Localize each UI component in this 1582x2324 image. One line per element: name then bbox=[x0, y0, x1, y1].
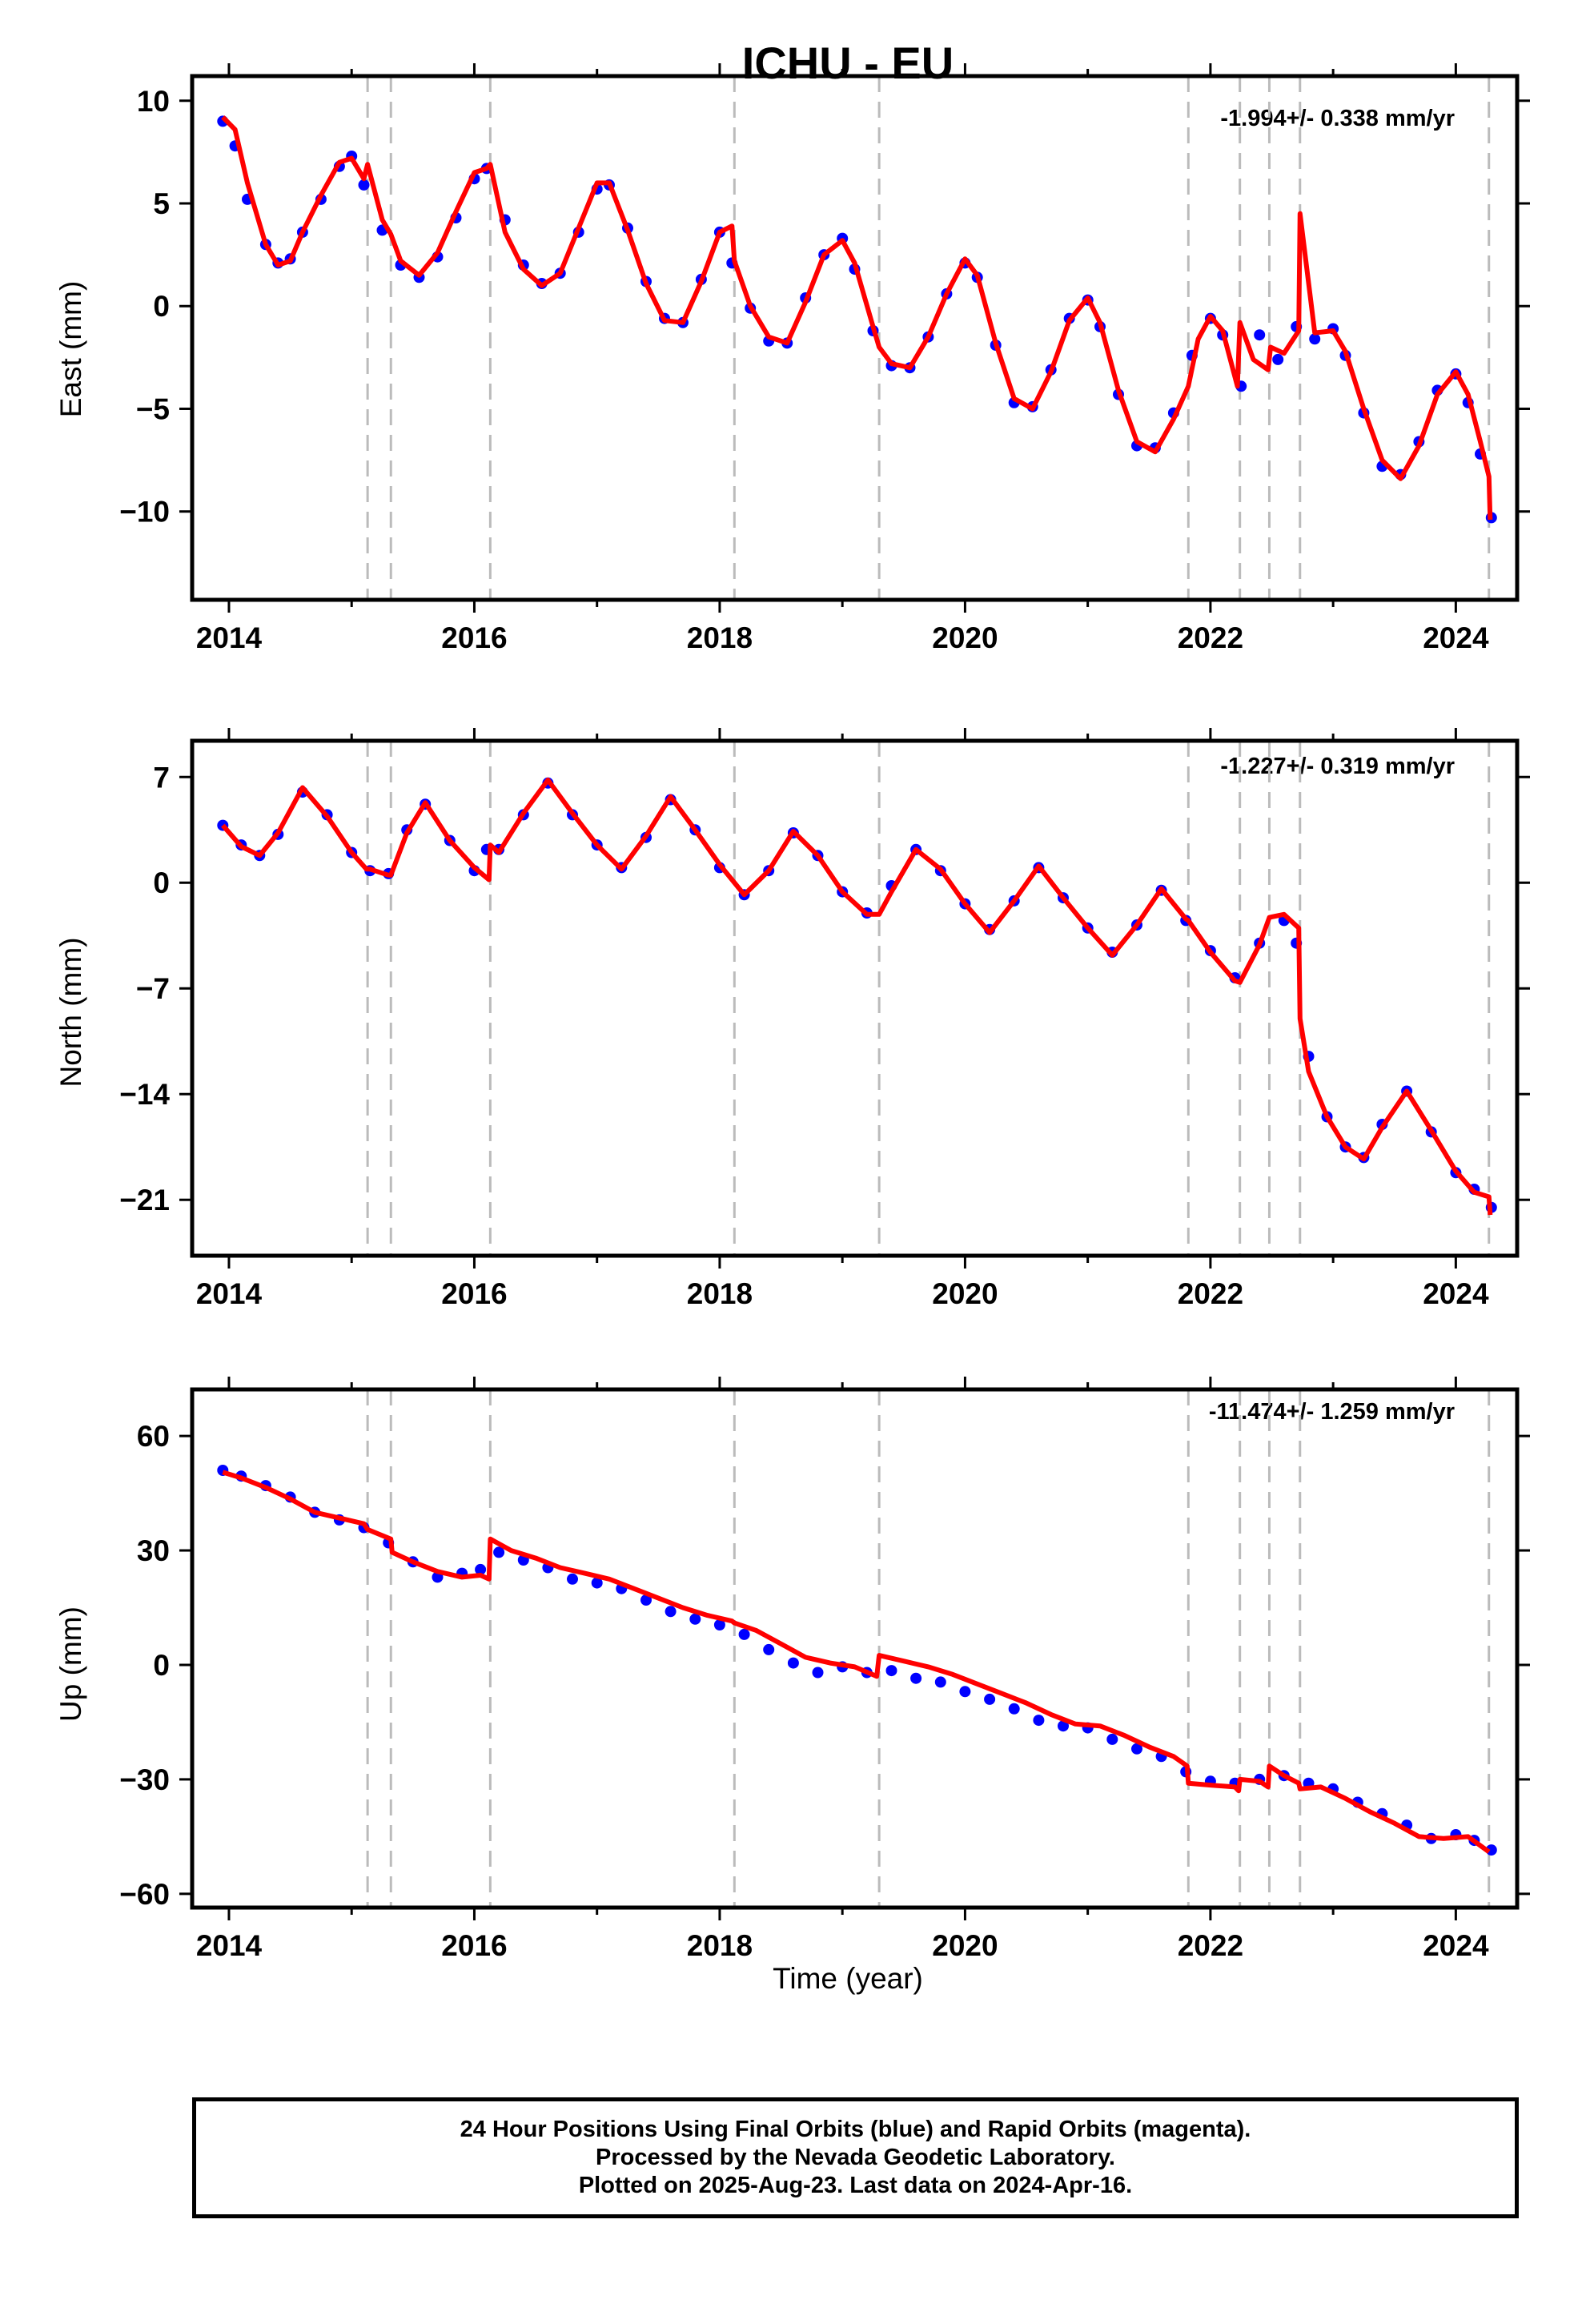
x-tick-label-east: 2024 bbox=[1423, 621, 1489, 654]
y-tick-label-north: −7 bbox=[136, 972, 170, 1005]
data-point-up bbox=[1058, 1720, 1069, 1732]
ylabel-up: Up (mm) bbox=[54, 1606, 87, 1722]
y-tick-label-up: 60 bbox=[137, 1420, 170, 1453]
data-point-east bbox=[358, 179, 370, 191]
data-point-east bbox=[1309, 333, 1321, 345]
data-point-up bbox=[1131, 1743, 1142, 1755]
caption-line-1: 24 Hour Positions Using Final Orbits (bl… bbox=[460, 2117, 1251, 2142]
plot-area-up bbox=[217, 1389, 1497, 1908]
caption-line-3: Plotted on 2025-Aug-23. Last data on 202… bbox=[578, 2173, 1133, 2198]
x-tick-label-north: 2018 bbox=[687, 1277, 753, 1310]
x-axis-label: Time (year) bbox=[773, 1962, 923, 1995]
x-tick-label-up: 2024 bbox=[1423, 1929, 1489, 1962]
model-line-north bbox=[221, 778, 1493, 1216]
data-point-up bbox=[689, 1613, 701, 1625]
y-tick-label-east: −5 bbox=[136, 392, 170, 425]
caption-line-2: Processed by the Nevada Geodetic Laborat… bbox=[596, 2145, 1115, 2170]
data-point-up bbox=[475, 1563, 487, 1575]
data-point-up bbox=[591, 1577, 603, 1589]
rate-label-up: -11.474+/- 1.259 mm/yr bbox=[1209, 1399, 1455, 1425]
plot-area-north bbox=[217, 741, 1497, 1256]
x-tick-label-east: 2014 bbox=[196, 621, 263, 654]
rate-label-east: -1.994+/- 0.338 mm/yr bbox=[1220, 106, 1455, 131]
data-point-up bbox=[934, 1676, 946, 1688]
model-line-east bbox=[221, 115, 1493, 521]
x-tick-label-north: 2014 bbox=[196, 1277, 263, 1310]
x-tick-label-north: 2024 bbox=[1423, 1277, 1489, 1310]
plot-area-east bbox=[217, 76, 1497, 600]
y-tick-label-east: 10 bbox=[137, 85, 170, 118]
y-tick-label-north: 7 bbox=[153, 761, 170, 794]
data-point-up bbox=[567, 1573, 578, 1585]
x-tick-label-up: 2022 bbox=[1178, 1929, 1243, 1962]
data-point-up bbox=[910, 1672, 922, 1684]
y-tick-label-up: −60 bbox=[119, 1878, 170, 1911]
y-tick-label-north: −21 bbox=[119, 1184, 170, 1216]
data-point-up bbox=[812, 1667, 824, 1679]
x-tick-label-north: 2016 bbox=[441, 1277, 507, 1310]
y-tick-label-north: 0 bbox=[153, 866, 170, 899]
x-tick-label-north: 2020 bbox=[932, 1277, 998, 1310]
frame-east bbox=[190, 74, 1520, 602]
data-point-up bbox=[787, 1657, 799, 1669]
data-point-up bbox=[1106, 1733, 1118, 1745]
data-point-up bbox=[885, 1665, 897, 1677]
data-point-up bbox=[640, 1594, 652, 1606]
y-tick-label-north: −14 bbox=[119, 1078, 170, 1111]
data-point-up bbox=[1033, 1715, 1045, 1727]
data-point-east bbox=[1254, 329, 1266, 341]
y-tick-label-east: 5 bbox=[153, 187, 170, 220]
x-tick-label-east: 2022 bbox=[1178, 621, 1243, 654]
panel-north: North (mm) -1.227+/- 0.319 mm/yr 2014 201… bbox=[54, 728, 1530, 1310]
data-point-up bbox=[713, 1619, 725, 1630]
x-tick-label-east: 2018 bbox=[687, 621, 753, 654]
ylabel-north: North (mm) bbox=[54, 937, 87, 1087]
data-point-up bbox=[984, 1693, 996, 1705]
x-tick-label-up: 2018 bbox=[687, 1929, 753, 1962]
data-point-up bbox=[738, 1628, 750, 1640]
panel-up: Up (mm) -11.474+/- 1.259 mm/yr Time (yea… bbox=[54, 1377, 1530, 1995]
panel-east: East (mm) -1.994+/- 0.338 mm/yr 2014 2016… bbox=[54, 63, 1530, 654]
caption-box: 24 Hour Positions Using Final Orbits (bl… bbox=[192, 2097, 1519, 2218]
y-tick-label-east: −10 bbox=[119, 496, 170, 529]
x-tick-label-north: 2022 bbox=[1178, 1277, 1243, 1310]
model-line-up bbox=[222, 1470, 1491, 1854]
frame-up bbox=[190, 1387, 1520, 1910]
y-tick-label-up: 0 bbox=[153, 1649, 170, 1682]
x-tick-label-up: 2020 bbox=[932, 1929, 998, 1962]
data-point-up bbox=[665, 1606, 677, 1618]
data-point-east bbox=[1272, 353, 1284, 365]
data-point-up bbox=[1008, 1703, 1020, 1715]
frame-north bbox=[190, 738, 1520, 1258]
figure-title: ICHU - EU bbox=[742, 38, 954, 88]
data-point-up bbox=[493, 1546, 505, 1558]
data-point-up bbox=[959, 1686, 971, 1698]
y-tick-label-up: −30 bbox=[119, 1763, 170, 1796]
y-tick-label-east: 0 bbox=[153, 290, 170, 323]
y-tick-label-up: 30 bbox=[137, 1534, 170, 1567]
data-point-up bbox=[763, 1643, 775, 1655]
ylabel-east: East (mm) bbox=[54, 281, 87, 418]
data-point-up bbox=[1485, 1844, 1497, 1856]
x-tick-label-up: 2016 bbox=[441, 1929, 507, 1962]
rate-label-north: -1.227+/- 0.319 mm/yr bbox=[1220, 754, 1455, 779]
x-tick-label-east: 2020 bbox=[932, 621, 998, 654]
x-tick-label-up: 2014 bbox=[196, 1929, 263, 1962]
x-tick-label-east: 2016 bbox=[441, 621, 507, 654]
